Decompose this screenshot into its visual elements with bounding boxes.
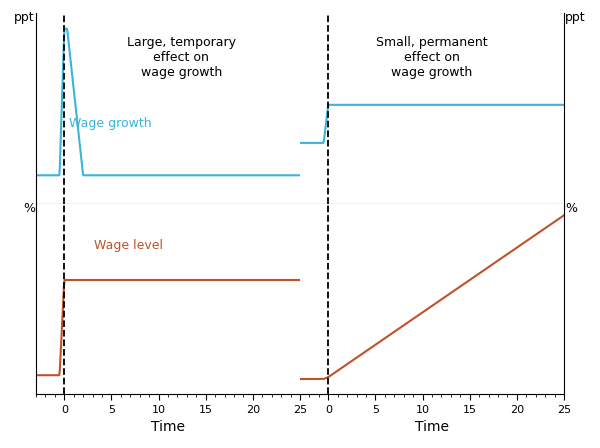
Text: ppt: ppt xyxy=(14,11,35,24)
X-axis label: Time: Time xyxy=(151,420,185,434)
X-axis label: Time: Time xyxy=(415,420,449,434)
Text: %: % xyxy=(565,202,577,215)
Text: Wage level: Wage level xyxy=(94,239,163,252)
Text: ppt: ppt xyxy=(565,11,586,24)
Text: Large, temporary
effect on
wage growth: Large, temporary effect on wage growth xyxy=(127,36,236,79)
Text: Wage growth: Wage growth xyxy=(68,117,151,130)
Text: %: % xyxy=(23,202,35,215)
Text: Small, permanent
effect on
wage growth: Small, permanent effect on wage growth xyxy=(376,36,488,79)
